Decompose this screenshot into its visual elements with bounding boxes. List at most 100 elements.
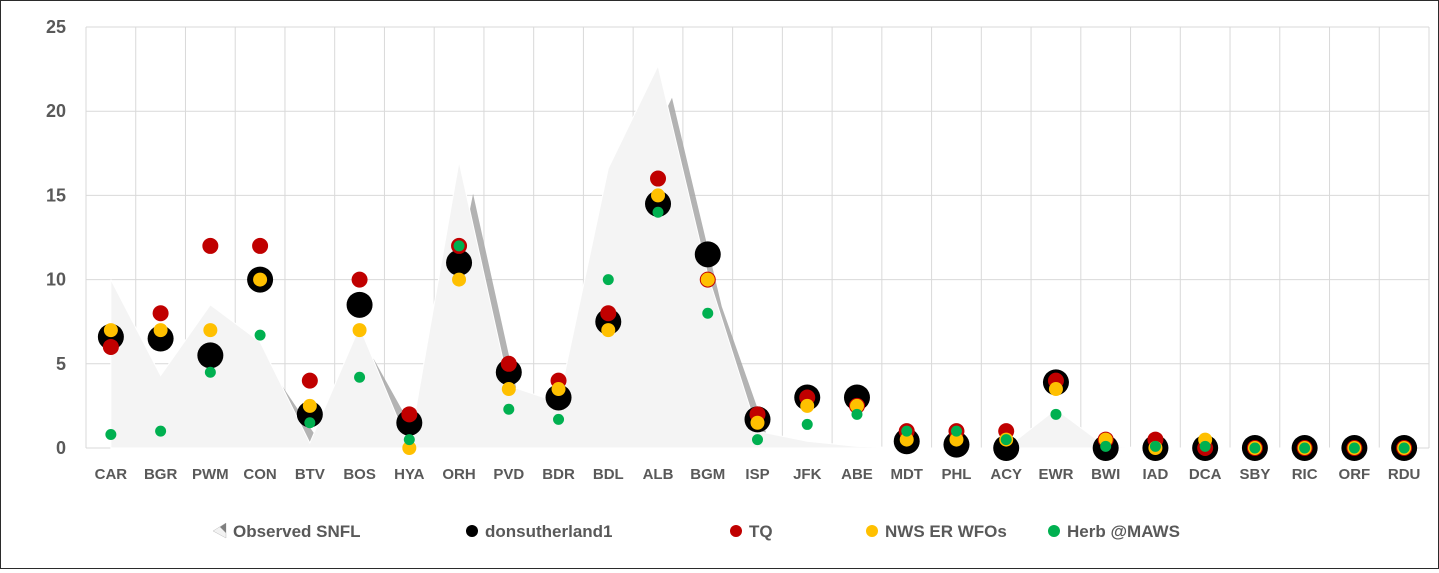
point-nws-er-wfos-bgr <box>153 323 168 338</box>
y-tick-label: 10 <box>46 270 66 290</box>
point-herb-maws-dca <box>1199 440 1211 452</box>
x-tick-label: SBY <box>1239 466 1270 483</box>
x-tick-label: ACY <box>990 466 1022 483</box>
point-tq-bgr <box>152 305 169 322</box>
legend-label-tq: TQ <box>749 522 773 541</box>
point-herb-maws-isp <box>752 434 763 446</box>
point-herb-maws-pvd <box>503 403 515 415</box>
point-nws-er-wfos-btv <box>302 398 317 413</box>
x-tick-label: BDL <box>593 466 624 483</box>
point-herb-maws-mdt <box>901 425 913 437</box>
x-tick-label: BDR <box>542 466 575 483</box>
point-nws-er-wfos-alb <box>651 188 666 203</box>
y-tick-label: 15 <box>46 185 66 205</box>
point-nws-er-wfos-hya <box>402 441 417 455</box>
x-axis: CAR BGR PWM CON BTV BOS HYA ORH PVD BDR BDL ALB BGM I… <box>95 466 1421 483</box>
markers <box>97 170 1418 461</box>
x-tick-label: CAR <box>95 466 128 483</box>
point-tq-pvd <box>500 355 517 372</box>
point-tq-con <box>252 237 269 254</box>
legend-label-herb-maws: Herb @MAWS <box>1067 522 1180 541</box>
point-donsutherland1-bos <box>346 291 373 318</box>
point-tq-pwm <box>202 237 219 254</box>
x-tick-label: HYA <box>394 466 424 483</box>
point-herb-maws-iad <box>1149 440 1161 452</box>
y-tick-label: 0 <box>56 438 66 458</box>
legend-label-observed-snfl: Observed SNFL <box>233 522 361 541</box>
point-nws-er-wfos-con <box>253 272 268 287</box>
legend-swatch-nws-er-wfos <box>866 525 878 537</box>
legend-swatch-depth <box>220 523 226 533</box>
point-nws-er-wfos-bdl <box>601 323 616 338</box>
point-tq-car <box>102 338 119 355</box>
point-nws-er-wfos-pvd <box>501 382 516 397</box>
x-tick-label: BOS <box>343 466 376 483</box>
point-herb-maws-phl <box>950 425 962 437</box>
x-tick-label: DCA <box>1189 466 1222 483</box>
point-herb-maws-bwi <box>1100 440 1112 452</box>
point-nws-er-wfos-bdr <box>551 382 566 397</box>
x-tick-label: ALB <box>643 466 674 483</box>
y-tick-label: 5 <box>56 354 66 374</box>
point-herb-maws-ewr <box>1050 408 1062 420</box>
point-herb-maws-car <box>105 429 117 441</box>
x-tick-label: ORH <box>442 466 475 483</box>
observed-area-front <box>110 64 1405 449</box>
point-tq-bdl <box>600 305 617 322</box>
point-tq-btv <box>301 372 318 389</box>
y-axis: 0 5 10 15 20 25 <box>46 17 66 458</box>
legend-swatch-herb-maws <box>1048 525 1060 537</box>
x-tick-label: CON <box>243 466 276 483</box>
point-herb-maws-bgm <box>702 307 714 319</box>
point-herb-maws-rdu <box>1398 442 1410 454</box>
legend-swatch-tq <box>730 525 742 537</box>
x-tick-label: PVD <box>493 466 524 483</box>
point-herb-maws-ric <box>1299 442 1311 454</box>
gridlines <box>85 26 1430 449</box>
point-tq-bos <box>351 271 368 288</box>
x-tick-label: ORF <box>1339 466 1371 483</box>
point-herb-maws-bdr <box>553 413 565 425</box>
point-herb-maws-bdl <box>602 274 614 286</box>
y-tick-label: 20 <box>46 101 66 121</box>
point-herb-maws-orh <box>453 240 465 252</box>
point-tq-alb <box>650 170 667 187</box>
point-nws-er-wfos-pwm <box>203 323 218 338</box>
legend-label-nws-er-wfos: NWS ER WFOs <box>885 522 1007 541</box>
observed-area-depth <box>110 65 1419 449</box>
x-tick-label: RDU <box>1388 466 1421 483</box>
x-tick-label: IAD <box>1143 466 1169 483</box>
point-nws-er-wfos-abe <box>849 398 864 413</box>
observed-area <box>110 64 1419 449</box>
x-tick-label: RIC <box>1292 466 1318 483</box>
x-tick-label: BWI <box>1091 466 1120 483</box>
point-donsutherland1-pwm <box>197 342 224 369</box>
x-tick-label: EWR <box>1038 466 1073 483</box>
x-tick-label: PWM <box>192 466 229 483</box>
point-donsutherland1-bgm <box>694 241 721 268</box>
point-herb-maws-acy <box>1000 434 1012 446</box>
x-tick-label: BGM <box>690 466 725 483</box>
point-herb-maws-bgr <box>155 425 167 437</box>
x-tick-label: JFK <box>793 466 822 483</box>
x-tick-label: MDT <box>890 466 923 483</box>
point-nws-er-wfos-jfk <box>800 398 815 413</box>
legend: Observed SNFL donsutherland1 TQ NWS ER WFOs… <box>212 522 1180 541</box>
point-herb-maws-alb <box>652 206 664 218</box>
point-nws-er-wfos-phl <box>949 432 964 447</box>
point-herb-maws-bos <box>354 371 366 383</box>
point-nws-er-wfos-mdt <box>899 432 914 447</box>
point-herb-maws-abe <box>851 408 863 420</box>
point-herb-maws-hya <box>403 434 415 446</box>
x-tick-label: BTV <box>295 466 325 483</box>
legend-swatch-donsutherland1 <box>466 525 478 537</box>
point-nws-er-wfos-isp <box>750 415 765 430</box>
point-herb-maws-btv <box>304 417 316 429</box>
x-tick-label: ISP <box>745 466 769 483</box>
x-tick-label: BGR <box>144 466 178 483</box>
point-herb-maws-pwm <box>204 366 216 378</box>
y-tick-label: 25 <box>46 17 66 37</box>
point-nws-er-wfos-bos <box>352 323 367 338</box>
